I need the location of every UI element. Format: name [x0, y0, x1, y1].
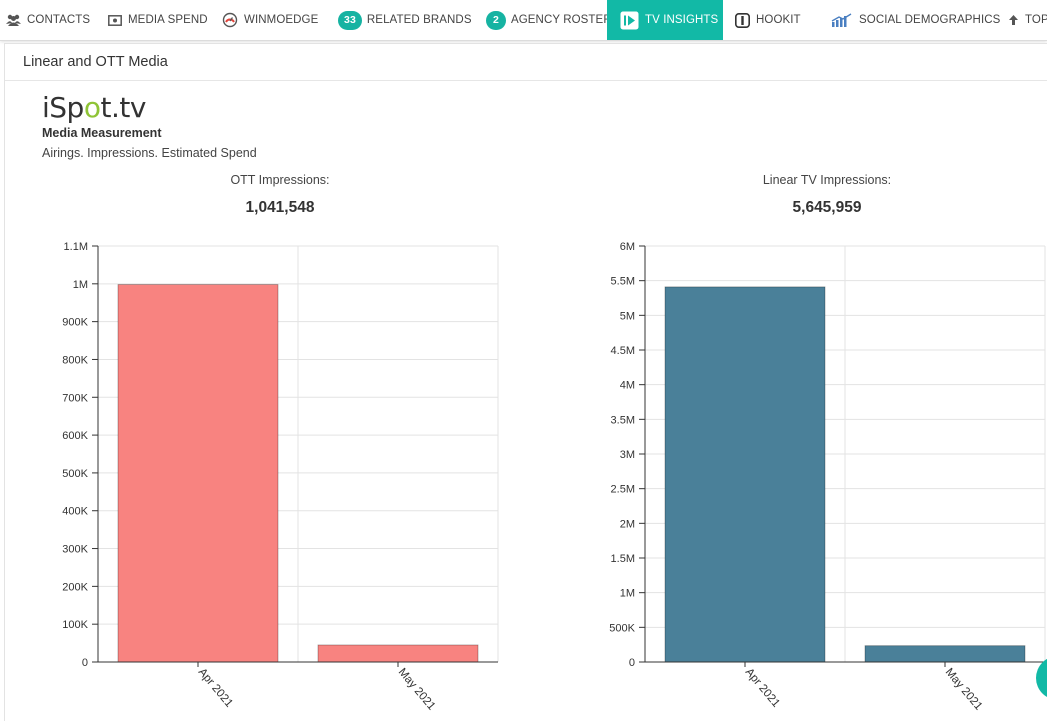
- y-tick-label: 600K: [62, 430, 88, 442]
- nav-label: HOOKIT: [756, 14, 801, 26]
- nav-related-brands[interactable]: 33 RELATED BRANDS: [338, 0, 472, 40]
- bar-may-2021[interactable]: [317, 644, 479, 663]
- hookit-icon: [735, 12, 750, 28]
- linear-tv-impressions-chart: 0 500K 1M 1.5M 2M 2.5M 3M 3.5M 4M 4.5M 5M 5.5M 6M Apr…: [609, 241, 1046, 713]
- y-tick-label: 500K: [62, 468, 88, 480]
- logo-suffix: t.tv: [100, 91, 146, 124]
- chart-trend-icon: [831, 12, 853, 28]
- y-tick-label: 700K: [62, 392, 88, 404]
- nav-tv-insights[interactable]: TV INSIGHTS: [607, 0, 723, 40]
- y-tick-label: 0: [629, 657, 635, 669]
- y-tick-label: 300K: [62, 544, 88, 556]
- nav-winmoedge[interactable]: WINMOEDGE: [222, 0, 318, 40]
- x-tick-label: Apr 2021: [743, 666, 782, 709]
- y-tick-label: 1M: [73, 279, 88, 291]
- y-tick-label: 500K: [609, 622, 635, 634]
- nav-contacts[interactable]: CONTACTS: [6, 0, 90, 40]
- related-brands-count-badge: 33: [338, 10, 362, 30]
- y-tick-label: 4M: [620, 380, 635, 392]
- bar-apr-2021[interactable]: [664, 286, 826, 663]
- top-nav: CONTACTS MEDIA SPEND WINMOEDGE 33 RELATE…: [0, 0, 1047, 41]
- bar-may-2021[interactable]: [864, 645, 1026, 663]
- ott-chart-title: OTT Impressions:: [230, 173, 330, 187]
- y-tick-label: 6M: [620, 241, 635, 253]
- x-tick-label: May 2021: [943, 666, 985, 712]
- chat-fab-button[interactable]: [1036, 656, 1047, 700]
- agency-roster-count-badge: 2: [486, 10, 506, 30]
- money-icon: [108, 14, 122, 26]
- linear-chart-title: Linear TV Impressions:: [762, 173, 892, 187]
- nav-label: MEDIA SPEND: [128, 14, 208, 26]
- ott-impressions-chart: 0 100K 200K 300K 400K 500K 600K 700K 800K 900K 1M 1…: [62, 241, 499, 713]
- linear-total: 5,645,959: [792, 199, 862, 216]
- x-tick-label: May 2021: [396, 666, 438, 712]
- nav-label: TV INSIGHTS: [645, 14, 719, 26]
- nav-social-demographics[interactable]: SOCIAL DEMOGRAPHICS: [831, 0, 1000, 40]
- tv-play-icon: [620, 11, 639, 30]
- ispot-logo: iSpot.tv: [42, 92, 146, 124]
- logo-prefix: iSp: [42, 91, 84, 124]
- y-tick-label: 1.1M: [64, 241, 88, 253]
- nav-hookit[interactable]: HOOKIT: [735, 0, 801, 40]
- nav-label: TOP: [1025, 14, 1047, 26]
- y-tick-label: 3.5M: [611, 414, 635, 426]
- nav-label: WINMOEDGE: [244, 14, 319, 26]
- panel-header: Linear and OTT Media: [5, 44, 1047, 81]
- y-tick-label: 0: [82, 657, 88, 669]
- nav-label: RELATED BRANDS: [366, 14, 472, 26]
- y-tick-label: 1.5M: [611, 553, 635, 565]
- panel-title: Linear and OTT Media: [23, 54, 168, 70]
- y-tick-label: 800K: [62, 354, 88, 366]
- y-tick-label: 100K: [62, 619, 88, 631]
- nav-agency-roster[interactable]: 2 AGENCY ROSTER: [486, 0, 612, 40]
- y-tick-label: 2.5M: [611, 484, 635, 496]
- nav-media-spend[interactable]: MEDIA SPEND: [108, 0, 208, 40]
- y-tick-label: 400K: [62, 506, 88, 518]
- y-tick-label: 4.5M: [611, 345, 635, 357]
- ott-total: 1,041,548: [245, 199, 315, 216]
- users-icon: [6, 14, 21, 26]
- media-measurement-subtitle: Airings. Impressions. Estimated Spend: [42, 146, 257, 160]
- nav-label: SOCIAL DEMOGRAPHICS: [859, 14, 1001, 26]
- y-tick-label: 1M: [620, 588, 635, 600]
- y-tick-label: 900K: [62, 317, 88, 329]
- nav-label: AGENCY ROSTER: [510, 14, 612, 26]
- nav-top[interactable]: TOP: [1008, 0, 1047, 40]
- logo-o: o: [83, 91, 101, 124]
- y-tick-label: 3M: [620, 449, 635, 461]
- x-tick-label: Apr 2021: [196, 666, 235, 709]
- y-tick-label: 5.5M: [611, 276, 635, 288]
- nav-label: CONTACTS: [27, 14, 91, 26]
- y-tick-label: 200K: [62, 581, 88, 593]
- media-measurement-title: Media Measurement: [42, 126, 162, 140]
- y-tick-label: 2M: [620, 518, 635, 530]
- bar-apr-2021[interactable]: [117, 284, 279, 663]
- arrow-up-icon: [1008, 14, 1019, 26]
- gauge-icon: [222, 12, 238, 28]
- y-tick-label: 5M: [620, 310, 635, 322]
